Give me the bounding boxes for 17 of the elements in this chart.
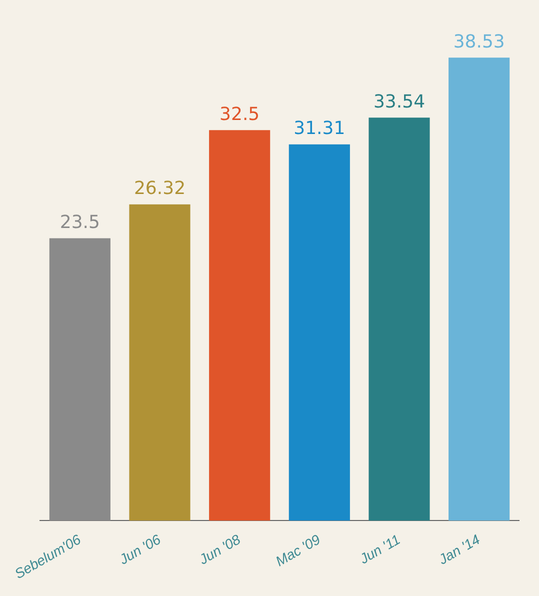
x-tick-label: Jun '06 [116,530,164,568]
data-label: 26.32 [134,178,186,200]
data-label: 23.5 [60,212,100,233]
bar [448,58,510,521]
bar [209,130,270,521]
x-tick-label: Jun '08 [195,530,244,568]
data-label: 33.54 [373,91,426,112]
data-label: 38.53 [453,31,505,52]
bar [288,144,350,521]
x-tick-label: Mac '09 [272,530,324,570]
data-label: 31.31 [294,118,346,140]
bar [368,118,430,521]
data-label: 32.5 [220,104,260,125]
bar [129,204,190,521]
x-tick-label: Jun '11 [356,531,403,568]
bar [49,238,110,521]
x-tick-label: Jan '14 [434,530,483,568]
